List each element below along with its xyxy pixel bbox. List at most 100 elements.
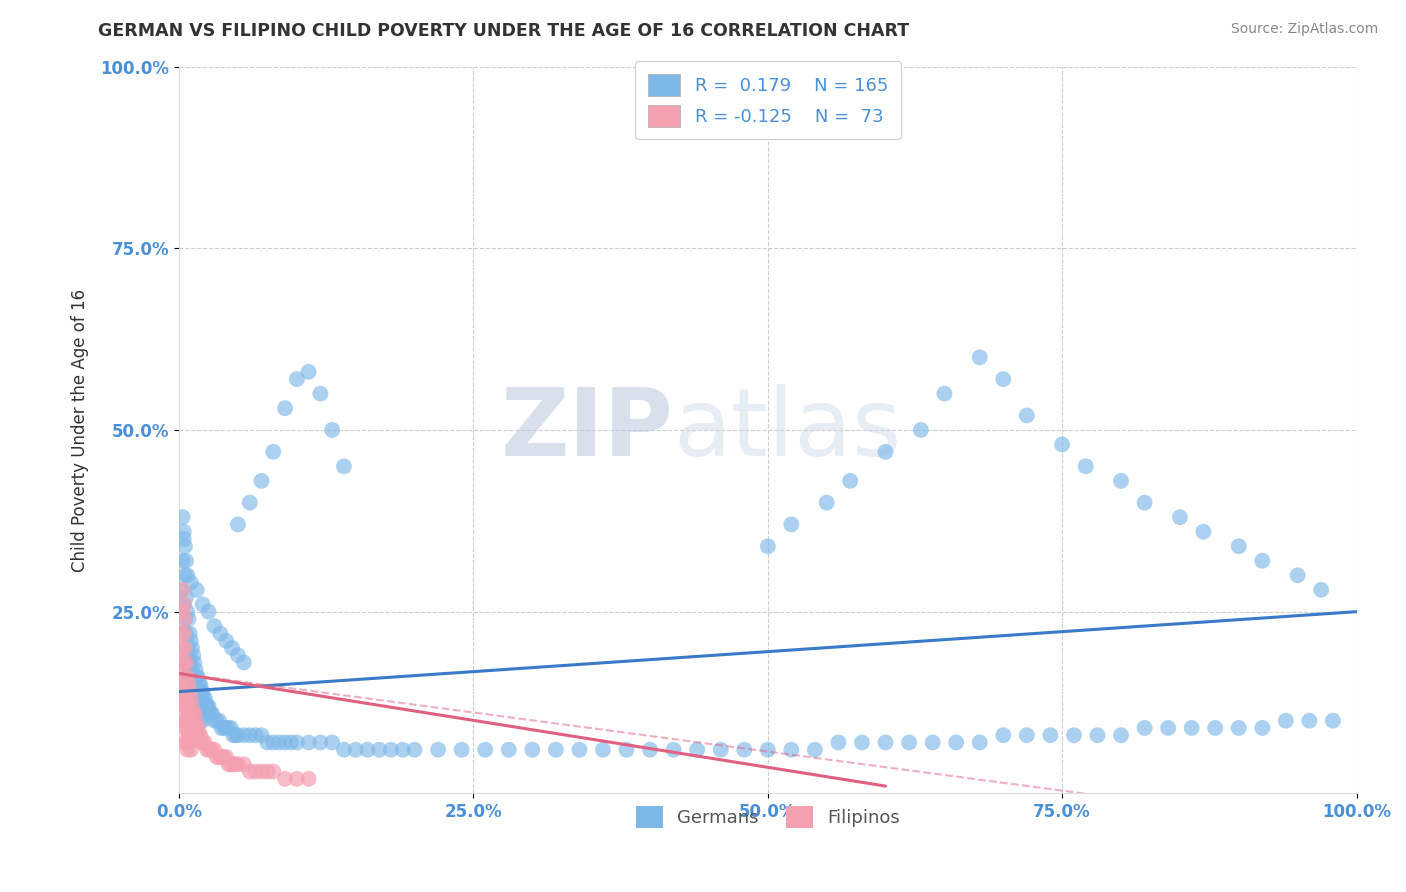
Point — [201, 706, 224, 721]
Point — [195, 699, 218, 714]
Point — [232, 728, 254, 742]
Point — [1015, 728, 1038, 742]
Point — [179, 626, 201, 640]
Point — [380, 743, 402, 757]
Point — [181, 728, 204, 742]
Point — [181, 640, 204, 655]
Point — [183, 728, 205, 742]
Point — [186, 721, 208, 735]
Point — [333, 459, 356, 474]
Point — [205, 750, 228, 764]
Point — [173, 684, 195, 698]
Point — [187, 670, 209, 684]
Point — [188, 728, 211, 742]
Point — [174, 590, 197, 604]
Point — [568, 743, 591, 757]
Point — [174, 699, 197, 714]
Point — [226, 648, 249, 663]
Point — [170, 582, 193, 597]
Point — [181, 670, 204, 684]
Point — [285, 372, 308, 386]
Point — [1087, 728, 1109, 742]
Point — [208, 750, 231, 764]
Point — [1251, 721, 1274, 735]
Point — [183, 656, 205, 670]
Point — [256, 764, 278, 779]
Point — [239, 764, 262, 779]
Point — [176, 605, 198, 619]
Point — [183, 684, 205, 698]
Point — [170, 656, 193, 670]
Point — [215, 721, 238, 735]
Point — [1322, 714, 1344, 728]
Point — [269, 735, 291, 749]
Text: GERMAN VS FILIPINO CHILD POVERTY UNDER THE AGE OF 16 CORRELATION CHART: GERMAN VS FILIPINO CHILD POVERTY UNDER T… — [98, 22, 910, 40]
Point — [172, 605, 194, 619]
Point — [280, 735, 302, 749]
Point — [686, 743, 709, 757]
Point — [172, 670, 194, 684]
Point — [174, 721, 197, 735]
Point — [226, 757, 249, 772]
Point — [839, 474, 862, 488]
Point — [232, 757, 254, 772]
Point — [174, 735, 197, 749]
Point — [172, 554, 194, 568]
Point — [176, 640, 198, 655]
Point — [250, 728, 273, 742]
Point — [1039, 728, 1062, 742]
Point — [177, 706, 200, 721]
Point — [191, 598, 214, 612]
Point — [174, 670, 197, 684]
Point — [250, 474, 273, 488]
Point — [174, 612, 197, 626]
Point — [934, 386, 956, 401]
Point — [1227, 721, 1250, 735]
Point — [197, 605, 219, 619]
Point — [250, 764, 273, 779]
Point — [1192, 524, 1215, 539]
Point — [1109, 728, 1132, 742]
Point — [297, 365, 319, 379]
Point — [262, 764, 284, 779]
Point — [285, 735, 308, 749]
Point — [875, 735, 897, 749]
Point — [177, 648, 200, 663]
Point — [1251, 554, 1274, 568]
Point — [274, 772, 297, 786]
Point — [194, 691, 217, 706]
Point — [274, 735, 297, 749]
Point — [285, 772, 308, 786]
Point — [176, 691, 198, 706]
Point — [427, 743, 450, 757]
Point — [190, 735, 212, 749]
Point — [198, 743, 221, 757]
Point — [215, 633, 238, 648]
Point — [212, 721, 235, 735]
Point — [212, 750, 235, 764]
Point — [592, 743, 614, 757]
Point — [187, 706, 209, 721]
Point — [188, 677, 211, 691]
Point — [195, 699, 218, 714]
Point — [201, 743, 224, 757]
Point — [187, 721, 209, 735]
Point — [226, 517, 249, 532]
Point — [173, 656, 195, 670]
Point — [173, 714, 195, 728]
Point — [176, 670, 198, 684]
Point — [184, 663, 207, 677]
Point — [993, 372, 1015, 386]
Point — [170, 626, 193, 640]
Point — [172, 640, 194, 655]
Point — [193, 691, 215, 706]
Point — [225, 728, 247, 742]
Point — [356, 743, 378, 757]
Point — [174, 656, 197, 670]
Point — [180, 721, 202, 735]
Point — [172, 582, 194, 597]
Point — [262, 735, 284, 749]
Point — [180, 633, 202, 648]
Point — [1133, 496, 1156, 510]
Point — [176, 677, 198, 691]
